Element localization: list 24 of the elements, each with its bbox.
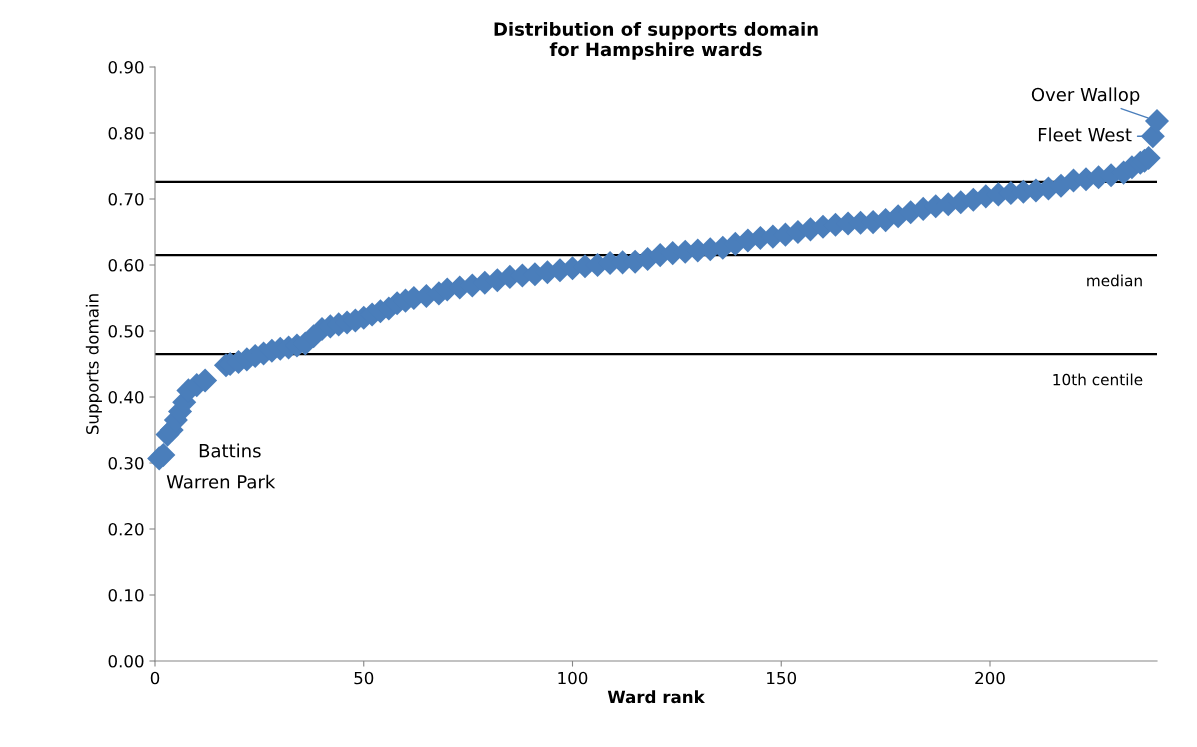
y-tick-label: 0.70 [108,192,144,206]
y-tick-label: 0.20 [108,522,144,536]
y-tick-label: 0.60 [108,258,144,272]
x-tick-label: 50 [354,671,374,685]
ref-line-label: 10th centile [1053,373,1143,386]
x-tick-label: 0 [150,671,160,685]
x-tick-label: 150 [767,671,797,685]
annotation: Over Wallop [1031,87,1140,105]
x-tick-label: 100 [558,671,588,685]
y-tick-label: 0.50 [108,324,144,338]
annotation: Warren Park [166,474,276,489]
annotation: Fleet West [1038,127,1132,142]
y-tick-label: 0.90 [108,60,144,74]
chart-title: Distribution of supports domain for Hampshire wards [494,21,818,60]
annotation: Battins [199,443,261,458]
x-axis-title: Ward rank [607,690,706,704]
y-tick-label: 0.00 [108,654,144,668]
y-tick-label: 0.40 [108,390,144,404]
y-tick-label: 0.80 [108,126,144,140]
y-tick-label: 0.10 [108,588,144,602]
ref-line-label: median [1087,274,1142,287]
y-axis-title: Supports domain [85,294,102,435]
y-tick-label: 0.30 [108,456,144,470]
x-tick-label: 200 [975,671,1005,685]
